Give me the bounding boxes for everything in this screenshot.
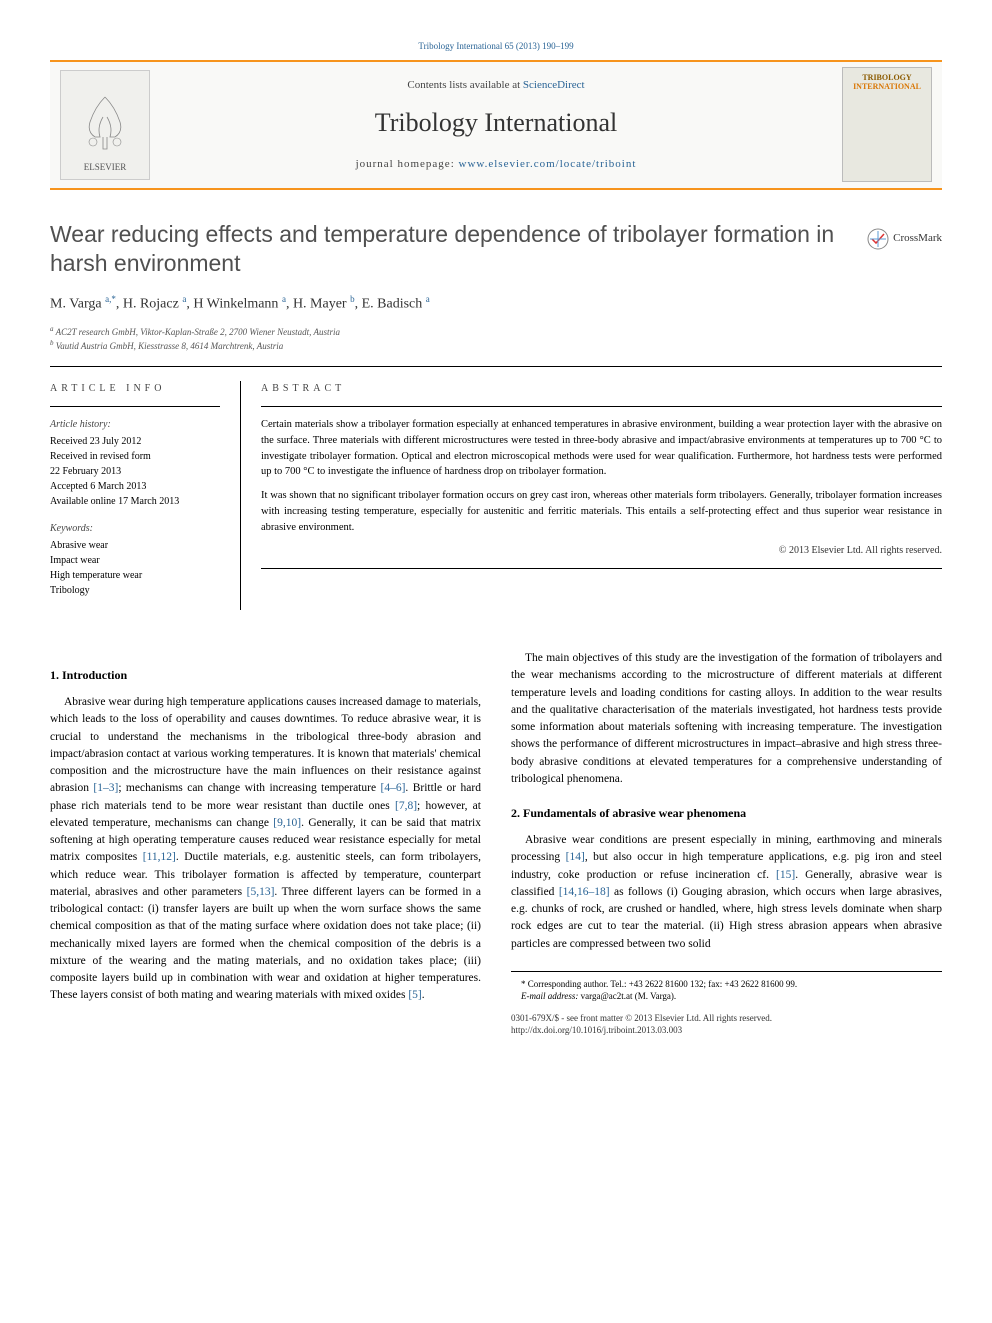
running-head: Tribology International 65 (2013) 190–19… xyxy=(50,40,942,54)
email-line: E-mail address: varga@ac2t.at (M. Varga)… xyxy=(511,990,942,1003)
history-line: Available online 17 March 2013 xyxy=(50,494,220,509)
keywords-heading: Keywords: xyxy=(50,521,220,536)
journal-cover-thumbnail: TRIBOLOGY INTERNATIONAL xyxy=(842,67,932,182)
abstract-paragraph: It was shown that no significant tribola… xyxy=(261,488,942,535)
elsevier-tree-icon xyxy=(75,87,135,157)
affiliations: a AC2T research GmbH, Viktor-Kaplan-Stra… xyxy=(50,325,942,352)
history-line: Accepted 6 March 2013 xyxy=(50,479,220,494)
article-title: Wear reducing effects and temperature de… xyxy=(50,220,942,280)
article-info-label: ARTICLE INFO xyxy=(50,381,220,396)
abstract-label: ABSTRACT xyxy=(261,381,942,396)
body-paragraph: Abrasive wear during high temperature ap… xyxy=(50,694,481,1005)
homepage-link[interactable]: www.elsevier.com/locate/triboint xyxy=(459,158,637,170)
section-heading-fundamentals: 2. Fundamentals of abrasive wear phenome… xyxy=(511,804,942,822)
keyword: High temperature wear xyxy=(50,568,220,583)
journal-name: Tribology International xyxy=(160,103,832,142)
journal-homepage: journal homepage: www.elsevier.com/locat… xyxy=(160,156,832,173)
body-paragraph: Abrasive wear conditions are present esp… xyxy=(511,832,942,953)
section-heading-intro: 1. Introduction xyxy=(50,666,481,684)
history-heading: Article history: xyxy=(50,417,220,432)
publisher-logo: ELSEVIER xyxy=(60,70,150,180)
article-body: 1. Introduction Abrasive wear during hig… xyxy=(50,650,942,1036)
crossmark-icon xyxy=(867,228,889,250)
abstract-column: ABSTRACT Certain materials show a tribol… xyxy=(240,381,942,610)
crossmark-badge[interactable]: CrossMark xyxy=(867,228,942,250)
body-paragraph: The main objectives of this study are th… xyxy=(511,650,942,788)
publisher-name: ELSEVIER xyxy=(84,161,127,175)
journal-header: ELSEVIER Contents lists available at Sci… xyxy=(50,60,942,190)
front-matter-line: 0301-679X/$ - see front matter © 2013 El… xyxy=(511,1013,942,1025)
article-info-sidebar: ARTICLE INFO Article history: Received 2… xyxy=(50,381,240,610)
keyword: Abrasive wear xyxy=(50,538,220,553)
abstract-paragraph: Certain materials show a tribolayer form… xyxy=(261,417,942,480)
contents-available: Contents lists available at ScienceDirec… xyxy=(160,77,832,94)
sciencedirect-link[interactable]: ScienceDirect xyxy=(523,79,585,91)
history-line: Received 23 July 2012 xyxy=(50,434,220,449)
authors-list: M. Varga a,*, H. Rojacz a, H Winkelmann … xyxy=(50,293,942,315)
footer-meta: 0301-679X/$ - see front matter © 2013 El… xyxy=(511,1013,942,1036)
keyword: Impact wear xyxy=(50,553,220,568)
footnotes: * Corresponding author. Tel.: +43 2622 8… xyxy=(511,971,942,1003)
history-line: 22 February 2013 xyxy=(50,464,220,479)
keyword: Tribology xyxy=(50,583,220,598)
doi-line: http://dx.doi.org/10.1016/j.triboint.201… xyxy=(511,1025,942,1037)
abstract-copyright: © 2013 Elsevier Ltd. All rights reserved… xyxy=(261,543,942,558)
history-line: Received in revised form xyxy=(50,449,220,464)
corresponding-author: * Corresponding author. Tel.: +43 2622 8… xyxy=(511,978,942,991)
